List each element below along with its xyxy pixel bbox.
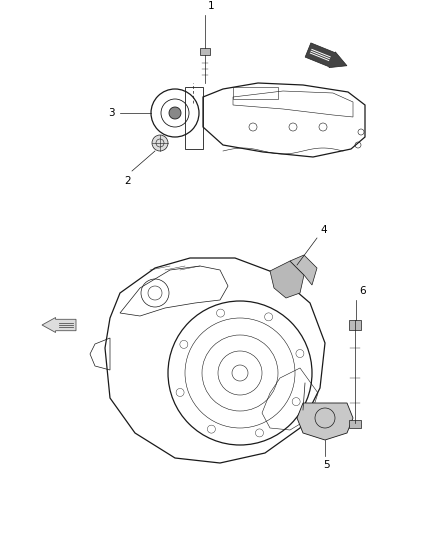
Bar bbox=[200, 48, 210, 55]
Text: 4: 4 bbox=[320, 225, 327, 235]
Bar bbox=[233, 87, 278, 99]
Polygon shape bbox=[270, 261, 304, 298]
Circle shape bbox=[169, 107, 181, 119]
Text: 2: 2 bbox=[125, 176, 131, 186]
Polygon shape bbox=[290, 255, 317, 285]
Text: 6: 6 bbox=[359, 286, 366, 296]
Bar bbox=[349, 420, 361, 428]
Polygon shape bbox=[42, 318, 76, 333]
Bar bbox=[349, 320, 361, 330]
Circle shape bbox=[152, 135, 168, 151]
Polygon shape bbox=[305, 43, 347, 68]
Polygon shape bbox=[297, 403, 353, 440]
Text: 3: 3 bbox=[108, 108, 115, 118]
Text: 1: 1 bbox=[208, 1, 215, 11]
Text: 5: 5 bbox=[324, 460, 330, 470]
